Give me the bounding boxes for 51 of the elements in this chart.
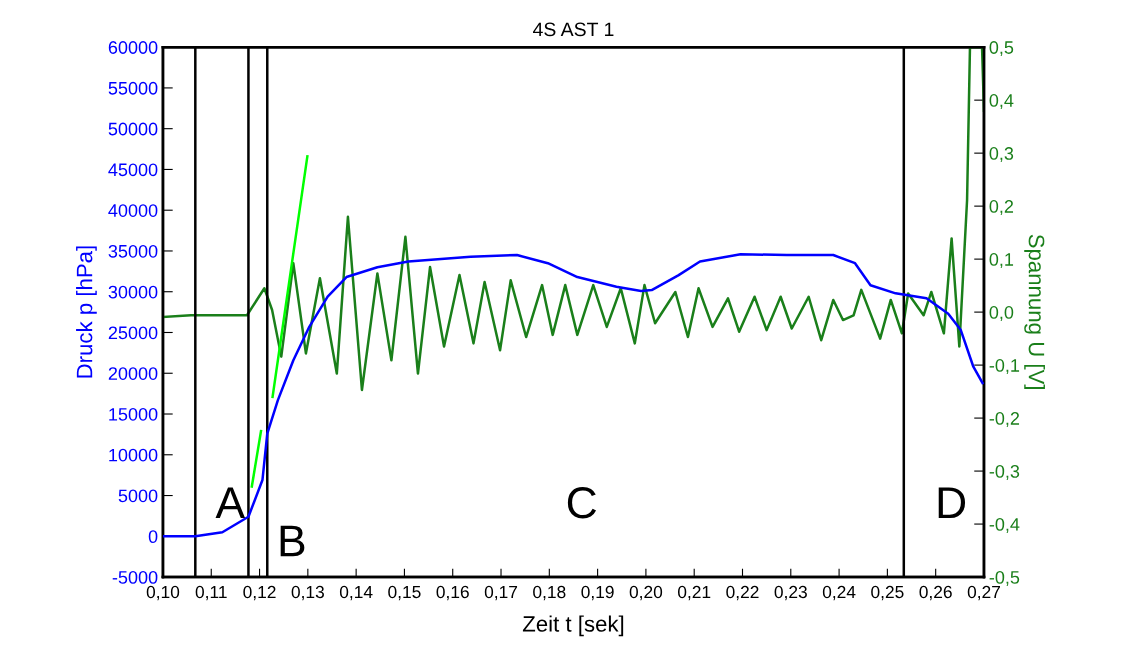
y-tick-label: 25000	[108, 326, 158, 340]
annotation: C	[567, 487, 597, 519]
y-tick-label: 5000	[118, 489, 158, 503]
y2-tick-label: -0,2	[989, 412, 1020, 427]
x-tick-label: 0,13	[291, 585, 324, 601]
x-tick-label: 0,17	[484, 585, 518, 601]
y2-tick-label: 0,2	[989, 200, 1014, 215]
x-tick-label: 0,15	[388, 585, 421, 601]
x-tick-label: 0,26	[919, 585, 952, 601]
y2-tick-label: -0,4	[989, 518, 1020, 533]
x-tick-label: 0,16	[436, 585, 469, 601]
x-tick-label: 0,20	[629, 585, 663, 601]
y-tick-label: 0	[148, 530, 158, 544]
y-tick-label: 35000	[108, 244, 158, 258]
x-tick-label: 0,11	[195, 585, 227, 601]
x-tick-label: 0,23	[774, 585, 807, 601]
y-tick-label: 40000	[108, 204, 158, 217]
y2-axis-title: Spannung U [V]	[1024, 234, 1045, 389]
y2-tick-label: 0,5	[989, 41, 1014, 57]
chart-title: 4S AST 1	[533, 22, 614, 37]
y2-tick-label: -0,1	[989, 359, 1020, 374]
y-tick-label: 15000	[109, 407, 158, 421]
y2-tick-label: 0,0	[989, 306, 1014, 321]
y2-tick-label: -0,3	[989, 465, 1020, 480]
y2-tick-label: 0,4	[989, 94, 1014, 109]
x-tick-label: 0,22	[726, 585, 759, 601]
y-tick-label: 60000	[108, 41, 158, 54]
y-tick-label: 30000	[108, 285, 158, 299]
y2-tick-label: -0,5	[989, 570, 1020, 586]
x-tick-label: 0,21	[677, 585, 711, 601]
y-tick-label: 20000	[108, 367, 158, 380]
y2-tick-label: 0,3	[989, 147, 1014, 162]
y-tick-label: 50000	[108, 122, 158, 136]
x-tick-label: 0,18	[533, 585, 566, 601]
annotation: A	[215, 487, 246, 519]
x-tick-label: 0,24	[822, 585, 856, 601]
x-tick-label: 0,27	[967, 585, 1000, 601]
y-tick-label: 10000	[109, 448, 158, 462]
annotation: D	[938, 487, 966, 519]
y-tick-label: 45000	[108, 163, 158, 177]
y-tick-label: 55000	[108, 81, 158, 95]
x-tick-label: 0,12	[243, 585, 276, 601]
x-tick-label: 0,19	[581, 585, 614, 601]
x-axis-title: Zeit t [sek]	[522, 615, 624, 637]
y-axis-title: Druck p [hPa]	[76, 246, 97, 378]
y-tick-label: -5000	[112, 570, 158, 584]
annotation: B	[280, 525, 305, 557]
x-tick-label: 0,14	[339, 585, 373, 601]
x-tick-label: 0,25	[871, 585, 904, 601]
x-tick-label: 0,10	[146, 585, 180, 601]
y2-tick-label: 0,1	[989, 253, 1014, 268]
